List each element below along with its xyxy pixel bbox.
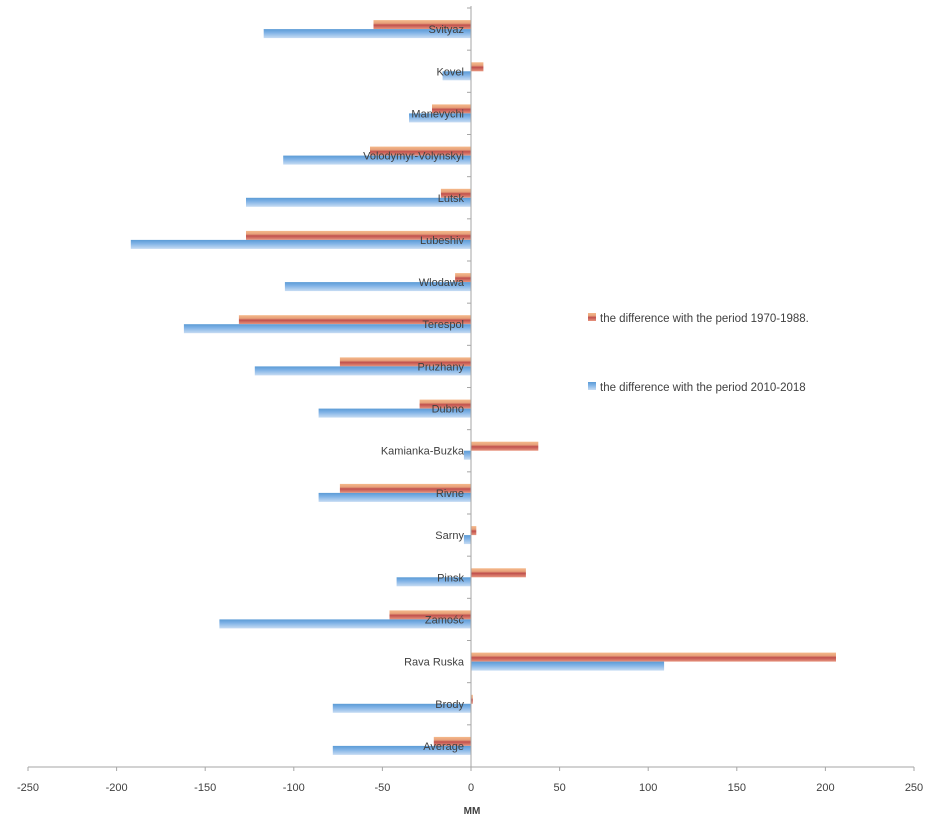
category-label: Lubeshiv (420, 235, 465, 247)
legend-swatch-2 (588, 382, 596, 390)
bar-series1-kovel (471, 62, 484, 72)
bar-series1-dubno (419, 399, 471, 409)
bar-series2-lutsk (246, 197, 471, 207)
category-label: Kamianka-Buzka (381, 446, 465, 458)
bar-series1-pruzhany (339, 357, 471, 367)
category-label: Brody (435, 699, 464, 711)
bar-series1-pinsk (471, 568, 526, 578)
bar-series1-zamo- (389, 610, 471, 620)
category-label: Dubno (432, 404, 464, 416)
bar-series1-lutsk (440, 188, 471, 198)
category-label: Manevychi (411, 108, 464, 120)
bar-series2-zamo- (219, 619, 471, 629)
category-labels: Svityaz Kovel Manevychi Volodymyr-Volynskyi… (363, 24, 465, 753)
bar-series1-wlodawa (455, 273, 471, 283)
x-tick-label: -100 (283, 782, 305, 794)
bar-series1-manevychi (432, 104, 471, 114)
x-tick-label: -50 (374, 782, 390, 794)
category-label: Average (423, 741, 464, 753)
category-label: Lutsk (438, 193, 465, 205)
bar-series1-rava-ruska (471, 652, 836, 662)
bar-series2-rava-ruska (471, 661, 665, 671)
category-label: Svityaz (429, 24, 464, 36)
bar-series2-average (332, 745, 471, 755)
bar-series2-brody (332, 703, 471, 713)
bar-series1-terespol (238, 315, 471, 325)
bar-series1-sarny (471, 526, 477, 536)
bar-series2-sarny (463, 535, 471, 545)
category-label: Rava Ruska (404, 657, 465, 669)
x-tick-label: 200 (816, 782, 834, 794)
bar-series1-volodymyr-volynskyi (370, 146, 471, 156)
x-tick-label: 0 (468, 782, 474, 794)
x-tick-label: 150 (728, 782, 746, 794)
bars-layer (130, 20, 836, 755)
x-tick-label: 250 (905, 782, 923, 794)
x-tick-label: -250 (17, 782, 39, 794)
category-label: Terespol (422, 319, 464, 331)
bar-series2-pinsk (396, 577, 471, 587)
bar-series2-terespol (183, 324, 471, 334)
bar-series1-rivne (339, 483, 471, 493)
bar-series1-kamianka-buzka (471, 441, 539, 451)
category-label: Wlodawa (419, 277, 465, 289)
bar-series1-brody (471, 694, 473, 704)
category-label: Pruzhany (418, 361, 465, 373)
x-tick-label: -150 (194, 782, 216, 794)
x-axis-title: MM (464, 806, 481, 817)
x-tick-label: 50 (553, 782, 565, 794)
bar-series2-rivne (318, 492, 471, 502)
legend-swatch-1 (588, 313, 596, 321)
bar-series2-volodymyr-volynskyi (283, 155, 471, 165)
bar-series2-manevychi (409, 113, 471, 123)
x-tick-label: 100 (639, 782, 657, 794)
category-label: Pinsk (437, 572, 464, 584)
category-label: Rivne (436, 488, 464, 500)
x-axis: -250 -200 -150 -100 -50 0 50 100 150 200 250 (17, 6, 923, 794)
bar-series2-svityaz (263, 29, 471, 39)
bar-series1-average (433, 736, 471, 746)
category-label: Zamość (425, 614, 465, 626)
bar-series2-pruzhany (254, 366, 471, 376)
bar-series2-kamianka-buzka (463, 450, 471, 460)
x-tick-label: -200 (106, 782, 128, 794)
category-label: Volodymyr-Volynskyi (363, 151, 464, 163)
bar-series1-lubeshiv (246, 230, 471, 240)
bar-series1-svityaz (373, 20, 471, 30)
bar-series2-wlodawa (284, 282, 471, 292)
legend-label-1: the difference with the period 1970-1988… (600, 313, 809, 325)
legend-label-2: the difference with the period 2010-2018 (600, 382, 806, 394)
legend: the difference with the period 1970-1988… (588, 313, 809, 394)
category-label: Kovel (436, 66, 464, 78)
bar-series2-dubno (318, 408, 471, 418)
bar-series2-lubeshiv (130, 239, 472, 249)
bar-series2-kovel (442, 71, 471, 81)
category-label: Sarny (435, 530, 464, 542)
